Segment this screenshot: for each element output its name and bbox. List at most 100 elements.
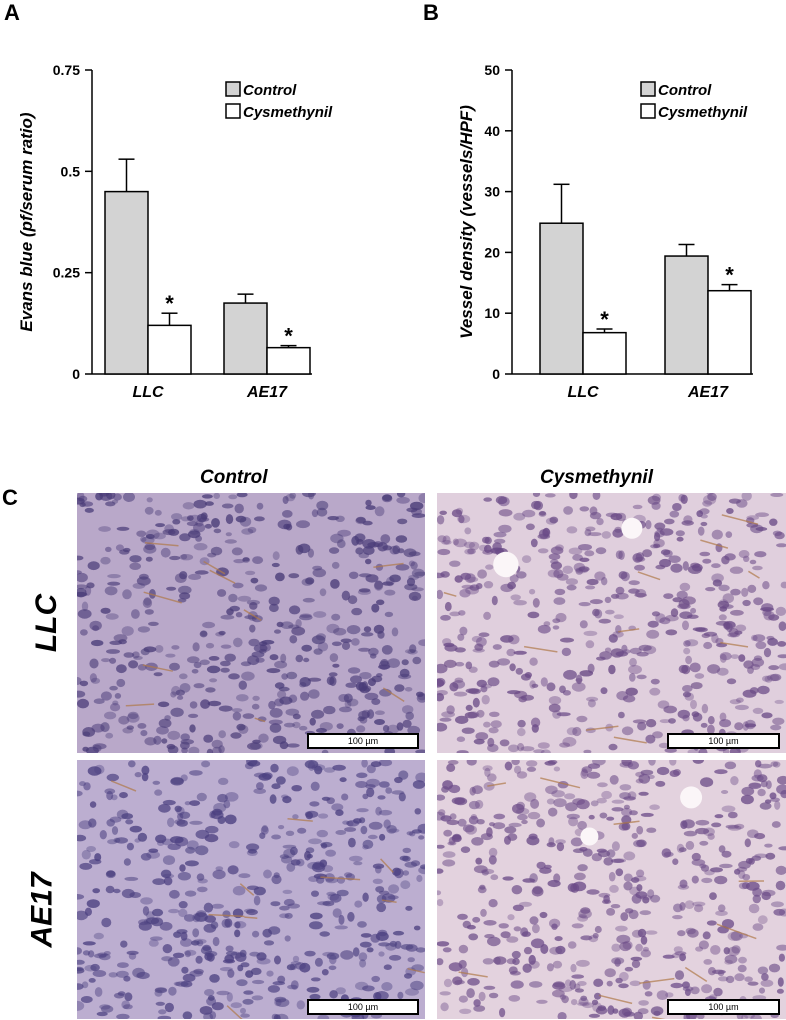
cell-nucleus (82, 731, 91, 737)
cell-nucleus (382, 725, 390, 732)
cell-nucleus (189, 724, 196, 733)
cell-nucleus (586, 889, 600, 895)
cell-nucleus (679, 879, 688, 889)
vessel-stain (226, 1005, 243, 1019)
cell-nucleus (123, 1004, 133, 1010)
cell-nucleus (710, 945, 721, 955)
cell-nucleus (484, 767, 491, 777)
cell-nucleus (411, 513, 425, 518)
cell-nucleus (251, 995, 264, 1001)
vessel-stain (380, 858, 394, 873)
cell-nucleus (170, 691, 177, 698)
cell-nucleus (77, 690, 86, 698)
cell-nucleus (188, 713, 199, 718)
cell-nucleus (316, 829, 328, 838)
cell-nucleus (500, 635, 514, 643)
cell-nucleus (251, 651, 265, 658)
cell-nucleus (367, 834, 378, 840)
cell-nucleus (524, 672, 532, 678)
bar-control-ae17 (223, 302, 268, 375)
cell-nucleus (289, 493, 297, 499)
cell-nucleus (584, 550, 595, 557)
cell-nucleus (268, 596, 280, 606)
cell-nucleus (670, 563, 683, 573)
cell-nucleus (523, 946, 533, 955)
cell-nucleus (672, 915, 683, 920)
cell-nucleus (681, 664, 691, 675)
significance-star: * (725, 263, 734, 288)
cell-nucleus (461, 727, 475, 734)
cell-nucleus (94, 953, 107, 959)
cell-nucleus (117, 991, 126, 996)
cell-nucleus (240, 962, 250, 968)
cell-nucleus (578, 913, 587, 919)
cell-nucleus (307, 761, 316, 771)
cell-nucleus (683, 647, 691, 655)
cell-nucleus (774, 800, 781, 810)
cell-nucleus (631, 959, 641, 969)
cell-nucleus (512, 904, 524, 911)
legend-swatch-cysmethynil (640, 103, 656, 119)
cell-nucleus (446, 763, 456, 772)
cell-nucleus (694, 904, 704, 913)
lumen (580, 827, 599, 846)
cell-nucleus (275, 572, 285, 582)
cell-nucleus (774, 699, 784, 704)
cell-nucleus (140, 730, 148, 737)
cell-nucleus (374, 719, 385, 725)
vessel-stain (239, 883, 255, 896)
cell-nucleus (695, 827, 710, 835)
cell-nucleus (148, 939, 159, 947)
cell-nucleus (672, 858, 679, 865)
vessel-stain (618, 628, 640, 633)
cell-nucleus (529, 588, 536, 595)
cell-nucleus (223, 800, 231, 809)
cell-nucleus (680, 494, 688, 504)
cell-nucleus (571, 999, 578, 1006)
cell-nucleus (507, 914, 515, 921)
cell-nucleus (555, 839, 566, 845)
cell-nucleus (365, 505, 376, 510)
cell-nucleus (311, 635, 326, 645)
cell-nucleus (652, 731, 663, 739)
cell-nucleus (144, 543, 156, 551)
cell-nucleus (701, 877, 713, 884)
cell-nucleus (512, 803, 525, 814)
cell-nucleus (250, 967, 262, 975)
cell-nucleus (516, 571, 527, 579)
cell-nucleus (483, 721, 491, 728)
cell-nucleus (571, 923, 584, 929)
cell-nucleus (188, 573, 202, 580)
vessel-stain (613, 736, 647, 744)
cell-nucleus (247, 526, 257, 534)
cell-nucleus (351, 607, 363, 616)
y-tick-label: 0 (72, 366, 80, 382)
cell-nucleus (93, 698, 105, 704)
cell-nucleus (225, 945, 234, 952)
tissue-texture (77, 493, 425, 753)
cell-nucleus (103, 951, 111, 956)
cell-nucleus (332, 908, 342, 918)
cell-nucleus (446, 705, 455, 715)
cell-nucleus (654, 522, 666, 530)
cell-nucleus (553, 981, 565, 988)
cell-nucleus (466, 988, 475, 999)
cell-nucleus (615, 868, 624, 877)
cell-nucleus (721, 790, 729, 794)
cell-nucleus (155, 645, 164, 653)
cell-nucleus (640, 949, 651, 958)
cell-nucleus (196, 873, 205, 881)
cell-nucleus (557, 573, 569, 581)
cell-nucleus (94, 987, 103, 997)
cell-nucleus (472, 916, 481, 923)
cell-nucleus (748, 903, 760, 914)
x-tick-label: AE17 (687, 384, 729, 401)
cell-nucleus (608, 664, 616, 675)
cell-nucleus (645, 734, 656, 744)
cell-nucleus (178, 908, 188, 918)
cell-nucleus (242, 713, 255, 719)
cell-nucleus (292, 721, 301, 729)
cell-nucleus (571, 682, 586, 692)
cell-nucleus (128, 760, 136, 768)
cell-nucleus (325, 877, 338, 884)
